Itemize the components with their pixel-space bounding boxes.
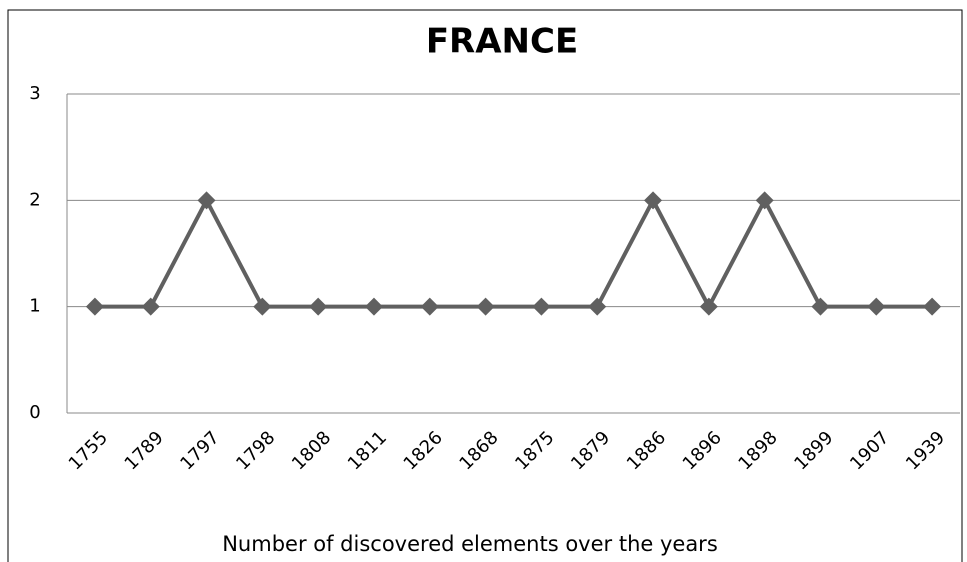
x-tick-label: 1907 <box>846 427 893 474</box>
x-tick-label: 1811 <box>344 427 391 474</box>
x-tick-label: 1755 <box>65 427 112 474</box>
x-tick-label: 1939 <box>902 427 949 474</box>
data-point <box>755 191 774 210</box>
y-tick-label: 0 <box>29 402 40 423</box>
data-point <box>364 297 383 316</box>
data-point <box>923 297 942 316</box>
y-tick-label: 1 <box>29 296 40 317</box>
data-point <box>867 297 886 316</box>
y-tick-label: 2 <box>29 189 40 210</box>
y-tick-label: 3 <box>29 83 40 104</box>
data-point <box>588 297 607 316</box>
x-tick-label: 1886 <box>623 427 670 474</box>
chart-title: FRANCE <box>426 22 578 62</box>
x-tick-label: 1789 <box>121 427 168 474</box>
x-tick-label: 1808 <box>288 427 335 474</box>
x-tick-label: 1875 <box>511 427 558 474</box>
data-point <box>253 297 272 316</box>
data-point <box>644 191 663 210</box>
x-tick-label: 1898 <box>734 427 781 474</box>
x-tick-label: 1868 <box>455 427 502 474</box>
data-point <box>141 297 160 316</box>
x-tick-label: 1826 <box>400 427 447 474</box>
data-point <box>85 297 104 316</box>
x-tick-label: 1899 <box>790 427 837 474</box>
x-tick-label: 1879 <box>567 427 614 474</box>
data-point <box>420 297 439 316</box>
data-line <box>94 198 933 309</box>
data-point <box>699 297 718 316</box>
x-tick-label: 1896 <box>679 427 726 474</box>
data-point <box>476 297 495 316</box>
data-point <box>309 297 328 316</box>
x-axis-title: Number of discovered elements over the y… <box>222 532 718 556</box>
data-point <box>811 297 830 316</box>
x-tick-label: 1798 <box>232 427 279 474</box>
x-tick-label: 1797 <box>176 427 223 474</box>
data-point <box>532 297 551 316</box>
chart-frame <box>7 9 963 562</box>
data-point <box>197 191 216 210</box>
